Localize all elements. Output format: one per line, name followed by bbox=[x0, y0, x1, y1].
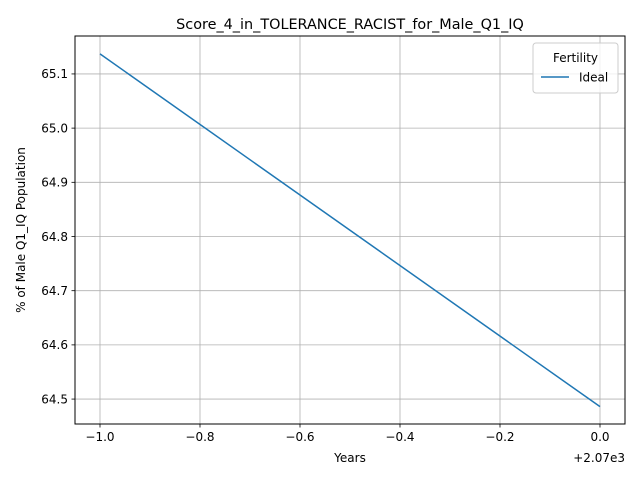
y-tick-label: 64.5 bbox=[41, 392, 68, 406]
grid-lines bbox=[75, 36, 625, 424]
y-axis-ticks: 64.5 64.6 64.7 64.8 64.9 65.0 65.1 bbox=[41, 67, 75, 406]
series-group bbox=[99, 53, 601, 408]
y-tick-label: 65.0 bbox=[41, 121, 68, 135]
y-tick-label: 64.7 bbox=[41, 284, 68, 298]
chart-title: Score_4_in_TOLERANCE_RACIST_for_Male_Q1_… bbox=[176, 17, 524, 33]
x-axis-ticks: −1.0 −0.8 −0.6 −0.4 −0.2 0.0 bbox=[85, 424, 610, 444]
legend: Fertility Ideal bbox=[532, 42, 619, 94]
y-tick-label: 64.6 bbox=[41, 338, 68, 352]
legend-title: Fertility bbox=[553, 51, 598, 65]
series-line-ideal bbox=[99, 53, 601, 408]
x-tick-label: −0.4 bbox=[385, 430, 414, 444]
x-axis-label: Years bbox=[333, 451, 366, 465]
x-tick-label: −0.8 bbox=[185, 430, 214, 444]
x-tick-label: 0.0 bbox=[590, 430, 609, 444]
legend-label-ideal: Ideal bbox=[579, 71, 608, 85]
y-tick-label: 64.8 bbox=[41, 230, 68, 244]
x-axis-offset-label: +2.07e3 bbox=[573, 451, 625, 465]
y-axis-label: % of Male Q1_IQ Population bbox=[14, 147, 28, 313]
plot-frame bbox=[74, 35, 626, 425]
legend-box bbox=[532, 42, 619, 94]
x-tick-label: −0.2 bbox=[485, 430, 514, 444]
y-tick-label: 65.1 bbox=[41, 67, 68, 81]
x-tick-label: −1.0 bbox=[85, 430, 114, 444]
x-tick-label: −0.6 bbox=[285, 430, 314, 444]
y-tick-label: 64.9 bbox=[41, 176, 68, 190]
